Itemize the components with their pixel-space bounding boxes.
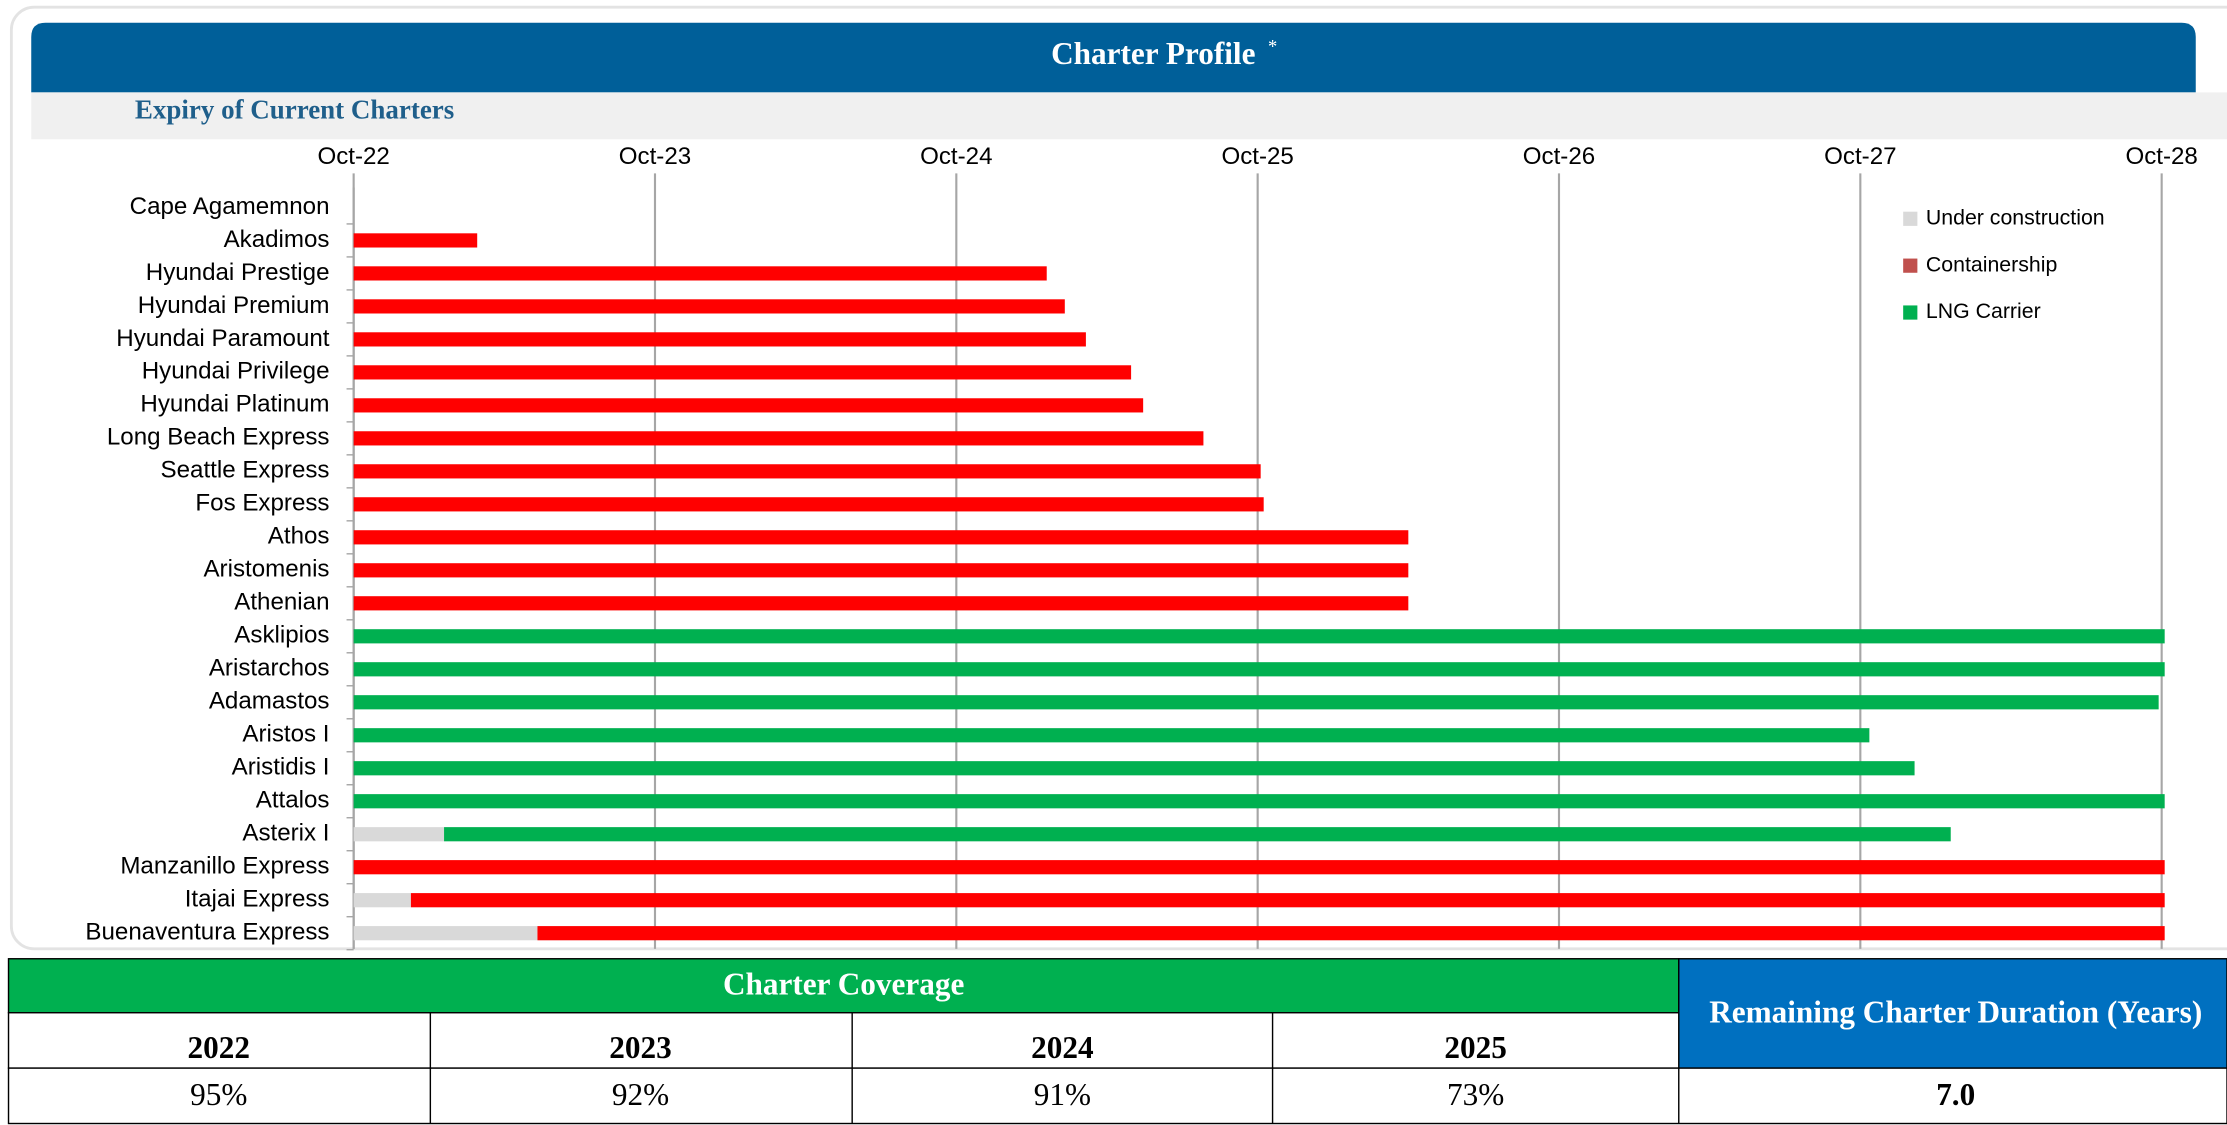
x-tick-label: Oct-28 <box>2125 143 2197 170</box>
year: 2022 <box>187 1030 249 1065</box>
y-tick-label: Hyundai Platinum <box>140 391 329 418</box>
bar <box>353 629 2165 644</box>
y-tick-label: Fos Express <box>195 490 329 517</box>
y-tick-label: Adamastos <box>209 688 330 715</box>
year: 2024 <box>1031 1030 1094 1065</box>
bar <box>353 662 2165 677</box>
x-tick-label: Oct-25 <box>1221 143 1293 170</box>
legend-swatch <box>1903 305 1918 320</box>
y-tick-label: Aristidis I <box>232 754 330 781</box>
bar <box>353 596 1409 611</box>
legend-swatch <box>1903 211 1918 226</box>
y-tick-label: Hyundai Premium <box>138 292 330 319</box>
x-tick-label: Oct-23 <box>619 143 691 170</box>
duration-value: 7.0 <box>1936 1077 1975 1112</box>
bar <box>537 926 2165 941</box>
plot: Oct-22 Oct-23 Oct-24 Oct-25 Oct-26 Oct-27 Oct-… <box>85 143 2198 951</box>
y-tick-label: Itajai Express <box>185 886 330 913</box>
y-tick-label: Attalos <box>256 787 330 814</box>
y-tick-label: Seattle Express <box>161 457 330 484</box>
y-tick-label: Aristomenis <box>203 556 329 583</box>
y-tick-label: Aristarchos <box>209 655 330 682</box>
chart-title: Charter Profile <box>1051 36 1256 71</box>
bar <box>353 695 2159 710</box>
x-tick-label: Oct-22 <box>317 143 389 170</box>
title-bar <box>31 22 2196 93</box>
duration-header-cell <box>1678 958 2227 1069</box>
bar <box>353 827 445 842</box>
coverage-title: Charter Coverage <box>723 966 965 1001</box>
y-tick-label: Hyundai Paramount <box>116 325 330 352</box>
coverage-value: 95% <box>190 1077 247 1112</box>
year: 2025 <box>1444 1030 1506 1065</box>
bar <box>353 926 538 941</box>
bar <box>353 563 1409 578</box>
legend-label: LNG Carrier <box>1926 299 2041 323</box>
bar <box>353 893 411 908</box>
bar <box>353 530 1409 545</box>
y-tick-label: Hyundai Privilege <box>142 358 330 385</box>
legend-label: Containership <box>1926 252 2057 276</box>
year: 2023 <box>609 1030 671 1065</box>
y-tick-label: Buenaventura Express <box>85 919 329 946</box>
bar <box>444 827 1951 842</box>
bar <box>353 497 1264 512</box>
bar <box>353 860 2165 875</box>
y-tick-label: Akadimos <box>224 226 330 253</box>
coverage-value: 92% <box>612 1077 669 1112</box>
bar <box>353 761 1915 776</box>
bar <box>353 431 1204 446</box>
subtitle: Expiry of Current Charters <box>135 94 454 124</box>
y-tick-label: Athos <box>268 523 330 550</box>
duration-header: Remaining Charter Duration (Years) <box>1709 995 2202 1030</box>
subtitle-band <box>31 92 2227 140</box>
y-tick-label: Manzanillo Express <box>120 853 329 880</box>
bar <box>353 794 2165 809</box>
x-tick-label: Oct-27 <box>1824 143 1896 170</box>
x-tick-label: Oct-26 <box>1523 143 1595 170</box>
bar <box>353 398 1144 413</box>
year-row <box>7 1012 1680 1069</box>
bar <box>410 893 2165 908</box>
y-tick-label: Asklipios <box>234 622 329 649</box>
title-note: * <box>1268 37 1277 57</box>
coverage-value: 73% <box>1447 1077 1504 1112</box>
y-tick-label: Cape Agamemnon <box>130 193 330 220</box>
bar <box>353 332 1086 347</box>
y-tick-label: Long Beach Express <box>107 424 330 451</box>
bar <box>353 365 1132 380</box>
value-row <box>7 1067 2227 1125</box>
y-tick-label: Hyundai Prestige <box>146 259 330 286</box>
coverage-value: 91% <box>1034 1077 1091 1112</box>
x-tick-label: Oct-24 <box>920 143 992 170</box>
bar <box>353 299 1065 314</box>
bar <box>353 464 1261 479</box>
y-tick-label: Asterix I <box>242 820 329 847</box>
bar <box>353 728 1870 743</box>
y-tick-label: Athenian <box>234 589 329 616</box>
bar <box>353 266 1047 281</box>
legend-label: Under construction <box>1926 205 2105 229</box>
legend-swatch <box>1903 258 1918 273</box>
bar <box>353 233 478 248</box>
y-tick-label: Aristos I <box>242 721 329 748</box>
